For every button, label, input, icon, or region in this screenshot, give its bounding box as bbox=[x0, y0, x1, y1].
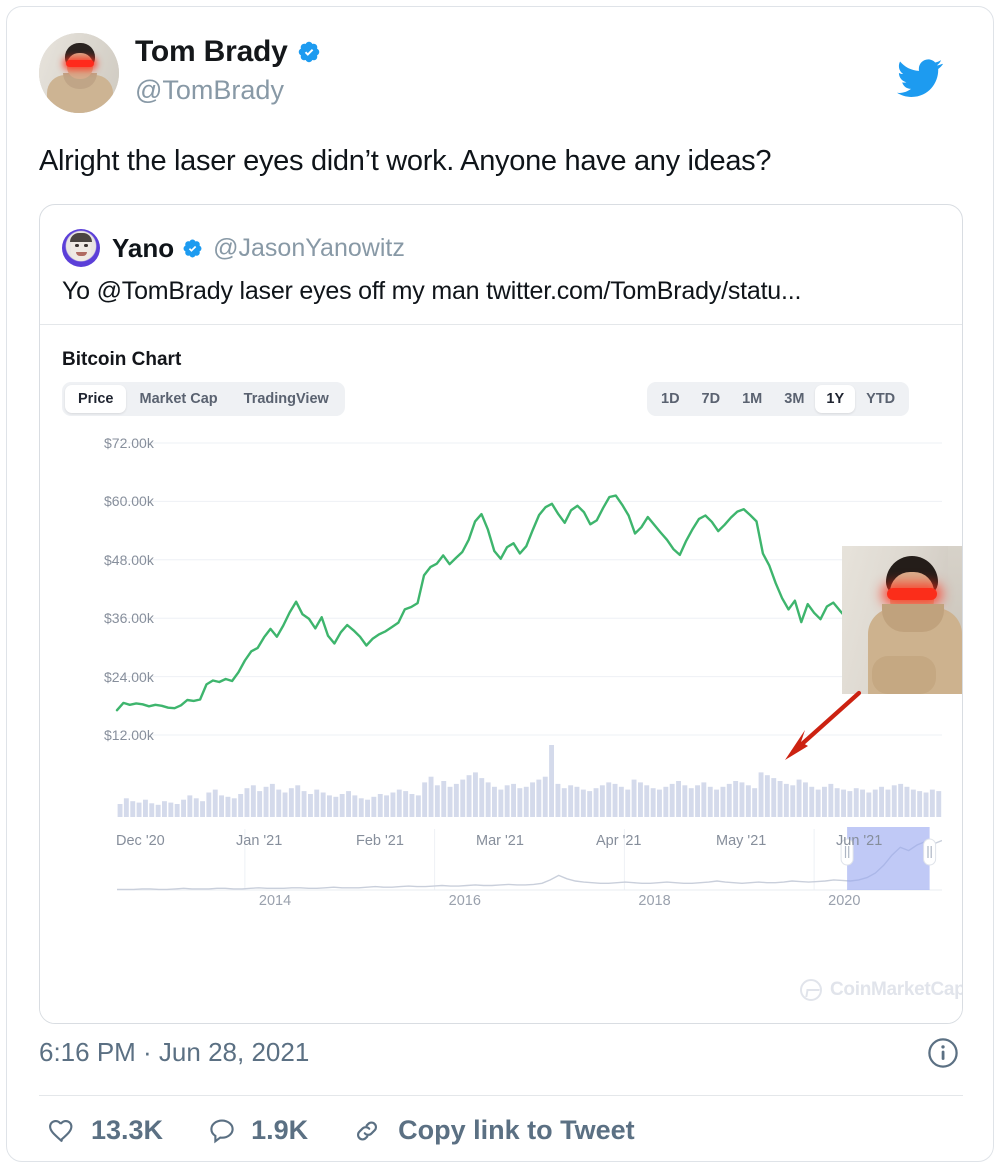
y-axis-label: $24.00k bbox=[104, 668, 154, 685]
heart-icon[interactable] bbox=[47, 1116, 77, 1146]
info-circle-icon[interactable] bbox=[927, 1037, 959, 1069]
quoted-tweet-card[interactable]: Yano @JasonYanowitz Yo @TomBrady laser e… bbox=[39, 204, 963, 1024]
x-axis-label: Mar '21 bbox=[476, 833, 524, 849]
quote-avatar-eye-left bbox=[75, 244, 79, 247]
quote-avatar-eye-right bbox=[84, 244, 88, 247]
x-axis-label: Jan '21 bbox=[236, 833, 283, 849]
quoted-tweet-header: Yano @JasonYanowitz bbox=[62, 229, 405, 267]
coinmarketcap-logo-icon bbox=[800, 979, 822, 1001]
chart-view-tab-market-cap[interactable]: Market Cap bbox=[139, 391, 218, 407]
reply-count: 1.9K bbox=[251, 1115, 309, 1145]
chart-range-tab-1d[interactable]: 1D bbox=[661, 391, 680, 407]
copy-link-label[interactable]: Copy link to Tweet bbox=[398, 1115, 635, 1145]
laser-eyes-icon bbox=[66, 60, 94, 67]
quote-avatar-hair bbox=[70, 233, 92, 242]
quote-divider bbox=[40, 324, 962, 325]
verified-badge-icon bbox=[298, 41, 319, 63]
quoted-tweet-text: Yo @TomBrady laser eyes off my man twitt… bbox=[62, 277, 802, 305]
quoted-user-handle: @JasonYanowitz bbox=[213, 233, 405, 262]
verified-badge-icon bbox=[183, 239, 202, 257]
quote-avatar-mouth bbox=[76, 252, 87, 256]
x-axis-label: Dec '20 bbox=[116, 833, 165, 849]
footer-divider bbox=[39, 1095, 963, 1096]
avatar-tom-brady[interactable] bbox=[39, 33, 119, 113]
avatar-yano[interactable] bbox=[62, 229, 100, 267]
tweet-timestamp: 6:16 PM · Jun 28, 2021 bbox=[39, 1037, 310, 1067]
user-handle: @TomBrady bbox=[135, 75, 284, 105]
navigator-year-label: 2016 bbox=[448, 893, 481, 909]
link-chain-icon[interactable] bbox=[352, 1116, 382, 1146]
tweet-card: Tom Brady @TomBrady Alright the laser ey… bbox=[6, 6, 994, 1162]
engagement-row: 13.3K 1.9K Copy link to Tweet bbox=[47, 1115, 635, 1146]
y-axis-label: $12.00k bbox=[104, 727, 154, 743]
navigator-year-label: 2014 bbox=[258, 893, 292, 909]
navigator-year-label: 2020 bbox=[828, 893, 861, 909]
chart-range-tabs[interactable]: 1D 7D 1M 3M 1Y YTD bbox=[647, 382, 910, 416]
like-count: 13.3K bbox=[91, 1115, 164, 1145]
x-axis-label: Apr '21 bbox=[596, 833, 642, 849]
x-axis-label: Feb '21 bbox=[356, 833, 404, 849]
bitcoin-chart-widget: Bitcoin Chart Price Market Cap TradingView… bbox=[40, 325, 963, 1023]
y-axis-label: $72.00k bbox=[104, 435, 154, 451]
chart-title: Bitcoin Chart bbox=[62, 349, 182, 370]
y-axis-label: $36.00k bbox=[104, 610, 154, 627]
y-axis-label: $48.00k bbox=[104, 551, 154, 568]
chart-plot-area[interactable] bbox=[62, 435, 942, 995]
tweet-text: Alright the laser eyes didn’t work. Anyo… bbox=[39, 145, 772, 177]
chart-view-tabs[interactable]: Price Market Cap TradingView bbox=[62, 382, 345, 416]
chart-view-tab-tradingview[interactable]: TradingView bbox=[243, 391, 329, 407]
comment-icon[interactable] bbox=[207, 1116, 237, 1146]
coinmarketcap-watermark: CoinMarketCap bbox=[800, 979, 963, 1001]
laser-eyes-photo-overlay bbox=[842, 546, 962, 694]
photo-hood-collar bbox=[882, 604, 944, 632]
navigator-year-label: 2018 bbox=[638, 893, 671, 909]
chart-view-tab-price[interactable]: Price bbox=[65, 385, 127, 413]
quoted-display-name: Yano bbox=[112, 232, 175, 263]
tweet-header: Tom Brady @TomBrady bbox=[39, 29, 963, 121]
photo-arm bbox=[872, 656, 936, 694]
chart-range-tab-ytd[interactable]: YTD bbox=[866, 391, 896, 407]
chart-range-tab-1m[interactable]: 1M bbox=[742, 391, 763, 407]
x-axis-label: May '21 bbox=[716, 833, 767, 849]
display-name: Tom Brady bbox=[135, 35, 288, 68]
chart-range-tab-7d[interactable]: 7D bbox=[701, 391, 721, 407]
x-axis-label: Jun '21 bbox=[836, 833, 883, 849]
price-chart-svg bbox=[115, 442, 942, 891]
photo-laser-eyes-icon bbox=[887, 588, 937, 600]
y-axis-label: $60.00k bbox=[104, 493, 154, 510]
watermark-label: CoinMarketCap bbox=[830, 979, 963, 1000]
display-name-row: Tom Brady bbox=[135, 35, 321, 69]
twitter-bird-icon[interactable] bbox=[897, 55, 943, 101]
tweet-footer: 6:16 PM · Jun 28, 2021 bbox=[39, 1037, 963, 1068]
chart-range-tab-3m[interactable]: 3M bbox=[784, 391, 805, 407]
red-arrow-annotation bbox=[785, 690, 862, 760]
chart-range-tab-1y[interactable]: 1Y bbox=[815, 385, 856, 413]
